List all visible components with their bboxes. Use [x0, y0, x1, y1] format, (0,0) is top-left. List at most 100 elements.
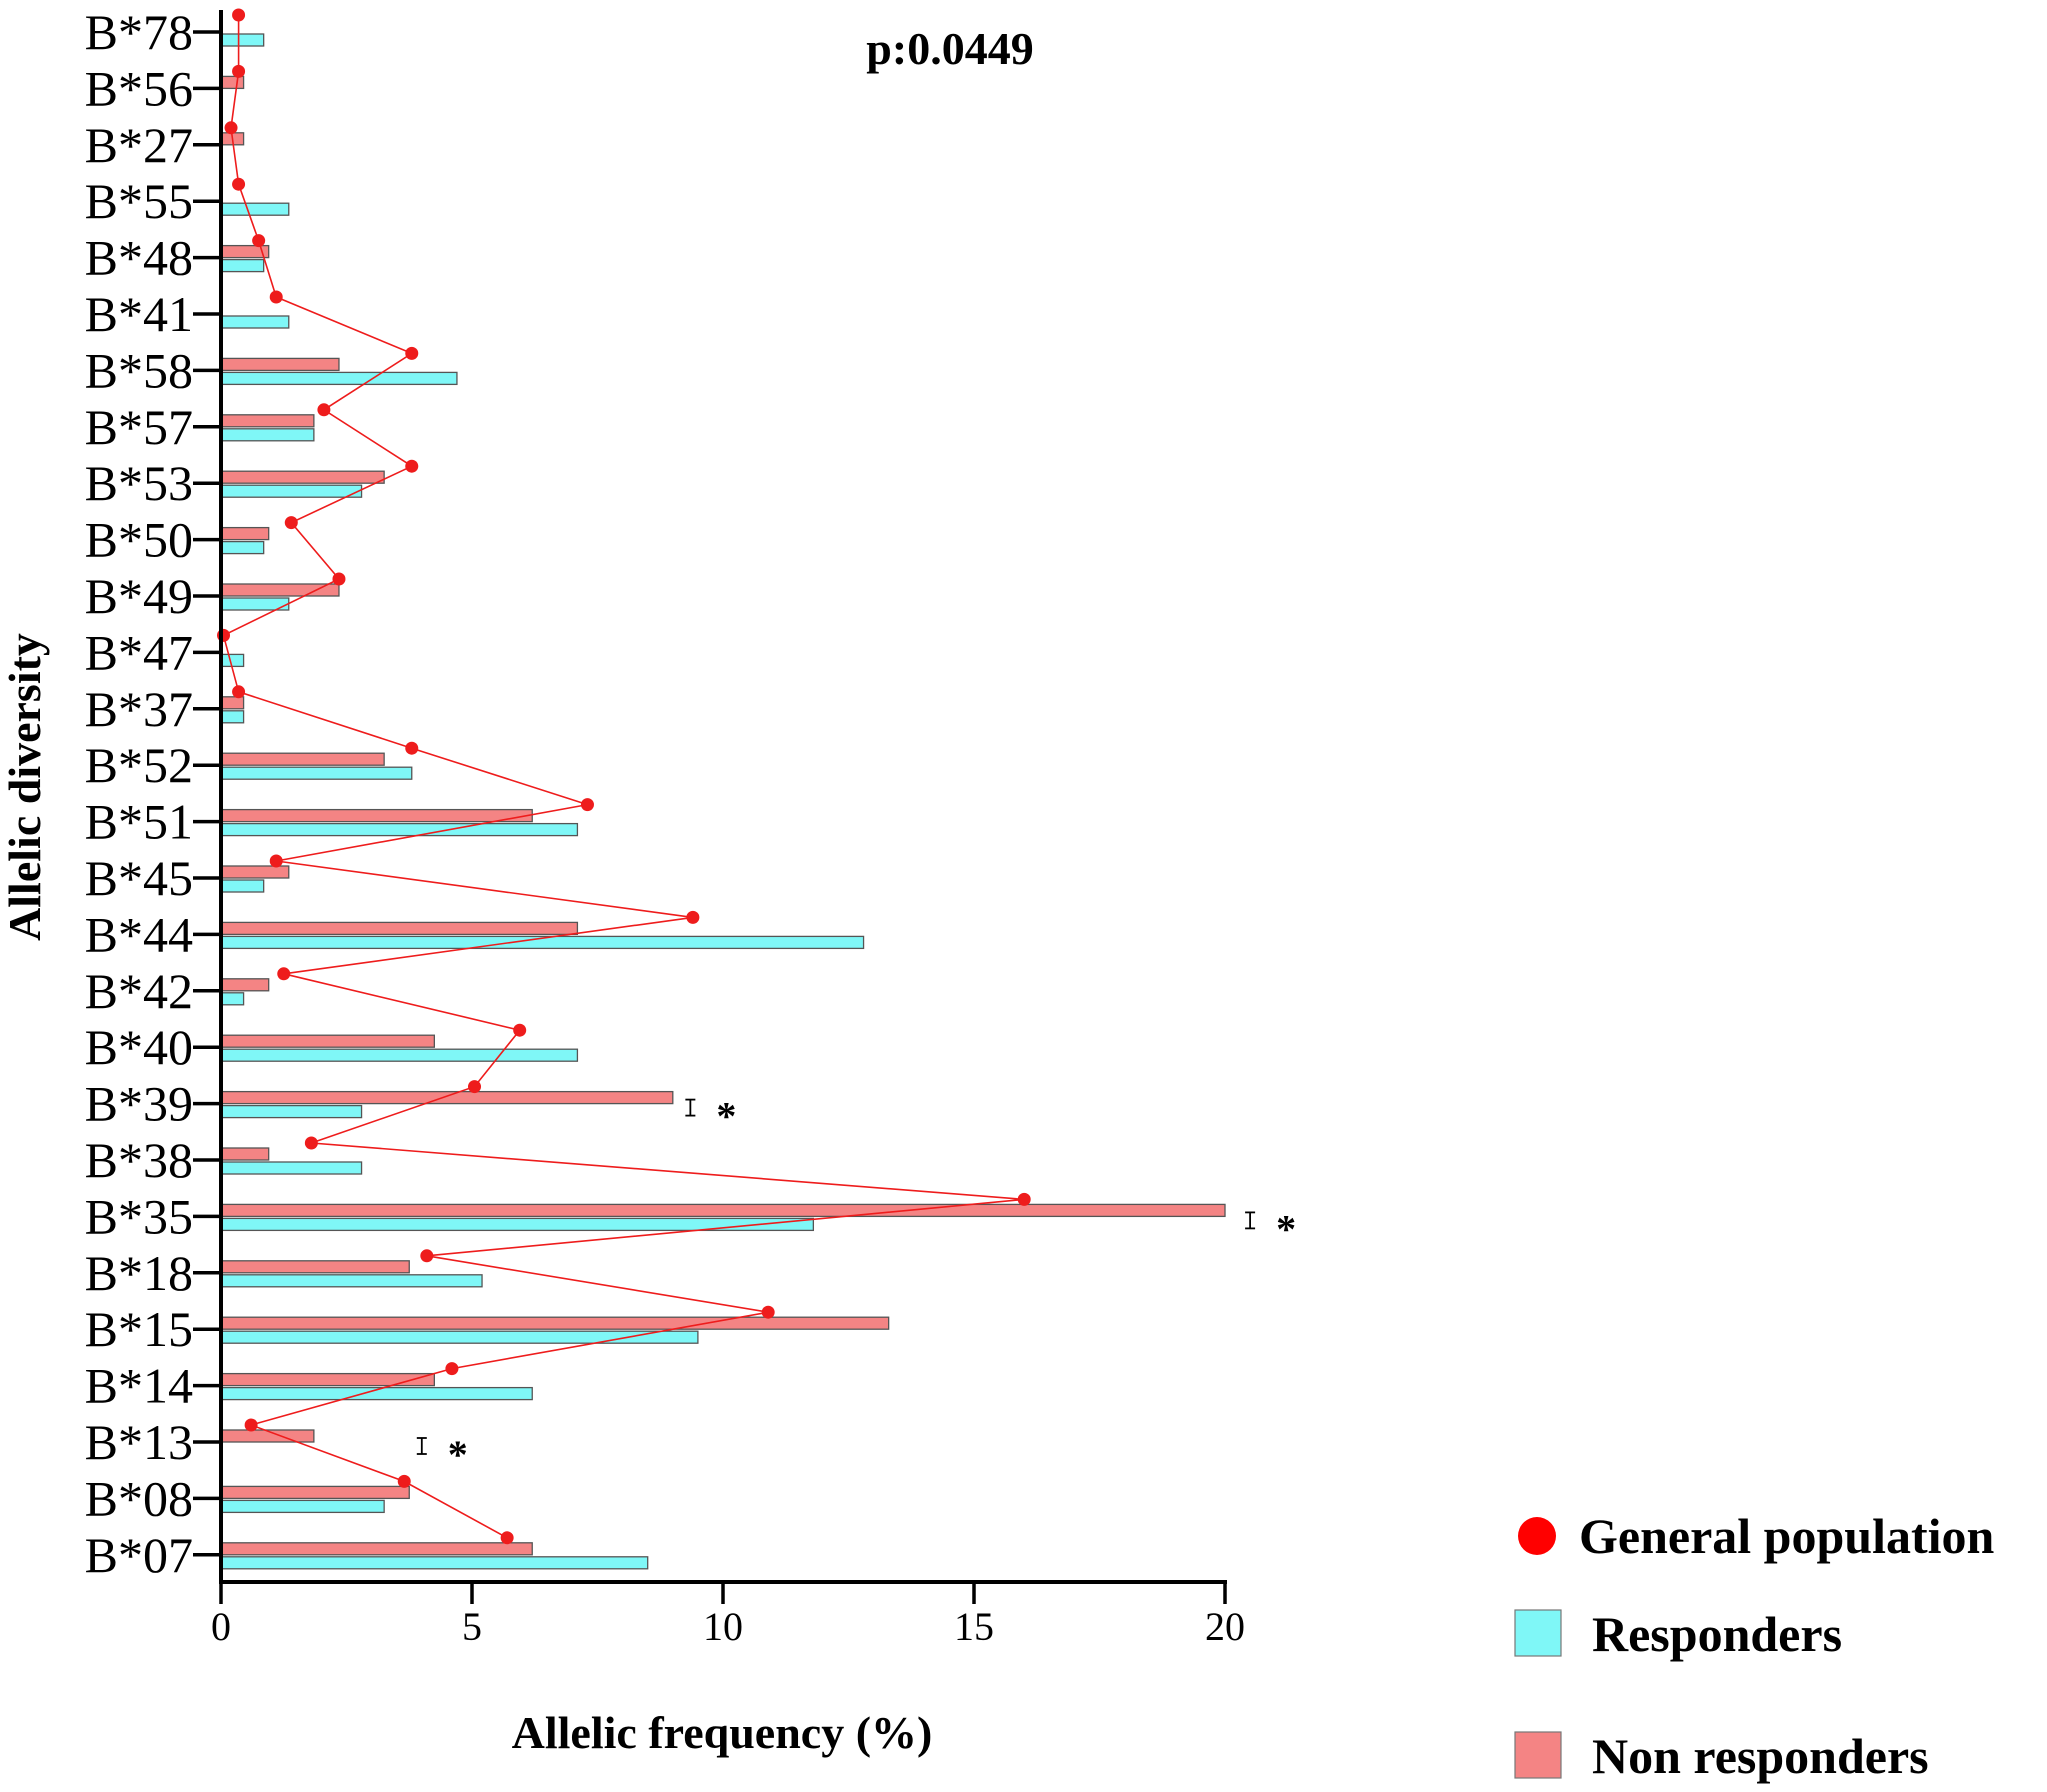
y-tick-label: B*56: [85, 60, 193, 116]
bar-responders-B38: [220, 1161, 363, 1175]
general-population-point-B42: [277, 967, 291, 981]
legend-dot-icon: [1518, 1517, 1556, 1555]
bar-non-responders-B51: [220, 808, 533, 823]
legend-item-general-population: General population: [1518, 1508, 1995, 1564]
general-population-point-B37: [232, 685, 246, 699]
bar-responders-B55: [220, 202, 290, 216]
x-tick-label: 15: [954, 1604, 994, 1649]
legend-label: General population: [1579, 1508, 1995, 1564]
general-population-point-B47: [217, 628, 231, 642]
general-population-point-B40: [513, 1023, 527, 1037]
bar-non-responders-B52: [220, 752, 385, 766]
y-tick-label: B*13: [85, 1414, 193, 1470]
bar-responders-B08: [220, 1499, 385, 1514]
x-axis-title: Allelic frequency (%): [512, 1707, 933, 1758]
general-population-point-B41: [269, 290, 283, 304]
bar-responders-B51: [220, 822, 579, 837]
bar-non-responders-B44: [220, 921, 579, 936]
bar-non-responders-B56: [220, 75, 245, 90]
bar-non-responders-B57: [220, 414, 315, 428]
bar-responders-B47: [220, 653, 245, 668]
bar-responders-B53: [220, 484, 363, 498]
legend-box-icon: [1514, 1609, 1562, 1657]
general-population-point-B14: [445, 1362, 459, 1376]
bar-non-responders-B07: [220, 1542, 533, 1556]
legend-label: Responders: [1592, 1606, 1842, 1662]
y-tick-label: B*18: [85, 1245, 193, 1301]
y-tick-label: B*07: [85, 1527, 193, 1583]
significance-markers: * * *: [416, 1094, 1296, 1477]
general-population-point-B44: [686, 910, 700, 924]
general-population-point-B18: [420, 1249, 434, 1263]
bar-responders-B07: [220, 1556, 649, 1570]
bar-non-responders-B40: [220, 1034, 436, 1048]
significance-asterisk: *: [1276, 1206, 1296, 1251]
bar-non-responders-B15: [220, 1316, 890, 1330]
general-population-point-B52: [405, 741, 419, 755]
general-population-point-B53: [405, 459, 419, 473]
general-population-point-B35: [1017, 1192, 1031, 1206]
bar-non-responders-B08: [220, 1485, 410, 1500]
y-tick-label: B*35: [85, 1188, 193, 1244]
general-population-point-B07: [500, 1531, 514, 1545]
y-tick-label: B*44: [85, 906, 193, 962]
significance-marker-B13: *: [416, 1432, 468, 1477]
bar-non-responders-B35: [220, 1203, 1226, 1218]
bar-group: [220, 33, 1226, 1570]
significance-asterisk: *: [716, 1094, 736, 1139]
bar-responders-B52: [220, 766, 413, 780]
general-population-point-B27: [224, 121, 238, 135]
bar-responders-B57: [220, 428, 315, 442]
y-tick-label: B*08: [85, 1470, 193, 1526]
y-tick-label: B*47: [85, 624, 193, 680]
bar-responders-B37: [220, 710, 245, 724]
bar-responders-B48: [220, 258, 265, 273]
bar-non-responders-B45: [220, 865, 290, 879]
general-population-point-B39: [468, 1080, 482, 1094]
legend-item-non-responders: Non responders: [1514, 1728, 1929, 1784]
general-population-line: [222, 15, 1025, 1539]
y-tick-label: B*38: [85, 1132, 193, 1188]
bar-responders-B40: [220, 1048, 579, 1062]
legend-item-responders: Responders: [1514, 1606, 1842, 1662]
bar-non-responders-B39: [220, 1090, 674, 1105]
general-population-point-B15: [761, 1305, 775, 1319]
legend-box-icon: [1514, 1731, 1562, 1779]
general-population-point-B13: [244, 1418, 258, 1432]
bar-non-responders-B37: [220, 696, 245, 710]
bar-non-responders-B14: [220, 1372, 436, 1387]
bar-non-responders-B38: [220, 1147, 270, 1161]
y-tick-label: B*52: [85, 737, 193, 793]
y-tick-label: B*51: [85, 794, 193, 850]
y-tick-label: B*39: [85, 1076, 193, 1132]
general-population-point-B50: [284, 516, 298, 530]
y-tick-label: B*50: [85, 512, 193, 568]
y-tick-label: B*49: [85, 568, 193, 624]
bar-responders-B35: [220, 1217, 815, 1232]
y-tick-label: B*58: [85, 342, 193, 398]
bar-non-responders-B49: [220, 583, 340, 597]
y-tick-label: B*40: [85, 1019, 193, 1075]
bar-non-responders-B18: [220, 1260, 410, 1274]
bar-responders-B18: [220, 1274, 483, 1288]
bar-responders-B39: [220, 1104, 363, 1119]
general-population-point-B51: [580, 798, 594, 812]
p-value-annotation: p:0.0449: [866, 23, 1033, 74]
x-tick-label: 0: [211, 1604, 231, 1649]
bar-non-responders-B58: [220, 357, 340, 372]
general-population-point-B58: [405, 346, 419, 360]
general-population-point-B55: [232, 177, 246, 191]
significance-marker-B35: *: [1245, 1206, 1296, 1251]
legend-label: Non responders: [1592, 1728, 1929, 1784]
general-population-point-B57: [317, 403, 331, 417]
legend: General population Responders Non responde…: [1514, 1508, 1995, 1784]
y-tick-label: B*53: [85, 455, 193, 511]
y-tick-label: B*41: [85, 286, 193, 342]
general-population-point-B08: [397, 1474, 411, 1488]
general-population-point-B78: [232, 8, 246, 22]
bar-responders-B45: [220, 879, 265, 893]
y-axis-title: Allelic diversity: [0, 633, 50, 941]
bar-responders-B42: [220, 992, 245, 1006]
